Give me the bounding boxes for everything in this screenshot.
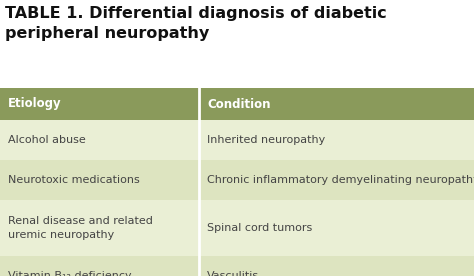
Text: Alcohol abuse: Alcohol abuse <box>8 135 86 145</box>
Text: Neurotoxic medications: Neurotoxic medications <box>8 175 140 185</box>
Bar <box>0 200 474 256</box>
Bar <box>0 88 474 120</box>
Text: peripheral neuropathy: peripheral neuropathy <box>5 26 209 41</box>
Bar <box>0 160 474 200</box>
Bar <box>0 256 474 276</box>
Bar <box>0 120 474 160</box>
Text: Spinal cord tumors: Spinal cord tumors <box>207 223 312 233</box>
Text: Condition: Condition <box>207 97 271 110</box>
Text: TABLE 1. Differential diagnosis of diabetic: TABLE 1. Differential diagnosis of diabe… <box>5 6 387 21</box>
Text: Etiology: Etiology <box>8 97 62 110</box>
Text: Renal disease and related
uremic neuropathy: Renal disease and related uremic neuropa… <box>8 216 153 240</box>
Text: Chronic inflammatory demyelinating neuropathy: Chronic inflammatory demyelinating neuro… <box>207 175 474 185</box>
Text: Vitamin B₁₂ deficiency: Vitamin B₁₂ deficiency <box>8 271 132 276</box>
Text: Vasculitis: Vasculitis <box>207 271 259 276</box>
Text: Inherited neuropathy: Inherited neuropathy <box>207 135 325 145</box>
